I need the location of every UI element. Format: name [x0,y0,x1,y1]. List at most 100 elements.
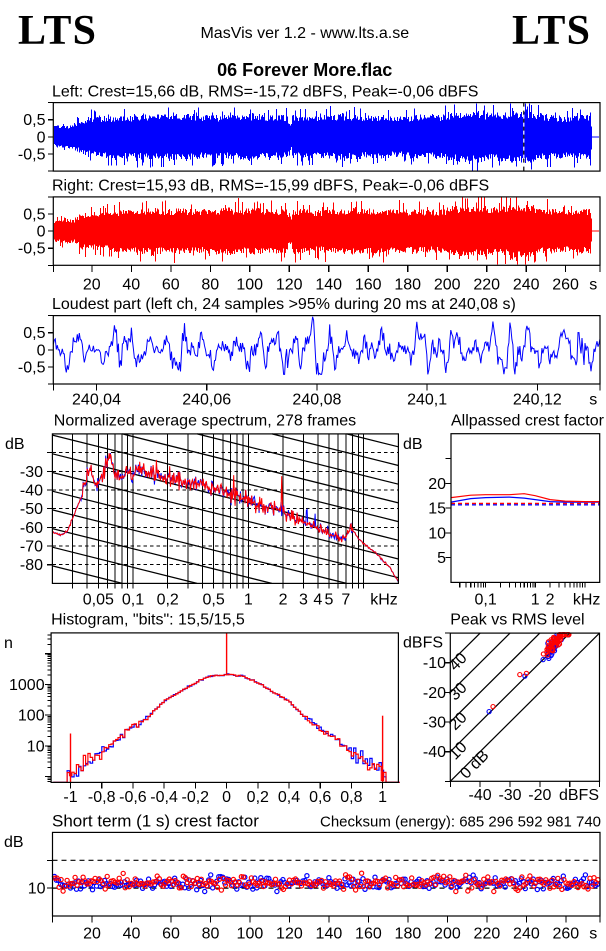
svg-text:Allpassed crest factor: Allpassed crest factor [451,412,605,429]
svg-text:260: 260 [552,276,579,293]
svg-text:0,05: 0,05 [83,591,114,608]
svg-text:120: 120 [276,926,303,943]
svg-text:0: 0 [37,224,46,241]
svg-text:240: 240 [513,276,540,293]
svg-text:1: 1 [244,591,253,608]
svg-text:20: 20 [428,476,446,493]
svg-text:dB: dB [5,436,25,453]
svg-text:-0,5: -0,5 [18,147,46,164]
svg-text:-0,6: -0,6 [119,789,147,806]
svg-text:0,1: 0,1 [122,591,144,608]
svg-text:dB: dB [4,834,24,851]
svg-text:0,5: 0,5 [23,112,45,129]
svg-text:180: 180 [395,926,422,943]
svg-text:200: 200 [434,276,461,293]
svg-text:-60: -60 [20,520,43,537]
svg-text:2: 2 [546,591,555,608]
svg-text:240,1: 240,1 [407,391,447,408]
svg-text:240,08: 240,08 [292,391,341,408]
svg-text:4: 4 [313,591,322,608]
svg-text:260: 260 [552,926,579,943]
svg-text:0,6: 0,6 [309,789,331,806]
svg-text:220: 220 [474,926,501,943]
svg-text:n: n [4,635,13,652]
svg-text:Checksum (energy): 685 296 59: Checksum (energy): 685 296 592 981 740 [320,814,601,831]
svg-text:240,12: 240,12 [513,391,562,408]
svg-text:140: 140 [315,276,342,293]
svg-text:Normalized average spectrum, 2: Normalized average spectrum, 278 frames [54,413,356,430]
svg-text:0,5: 0,5 [202,591,224,608]
svg-text:220: 220 [473,276,500,293]
svg-text:0,2: 0,2 [157,591,179,608]
svg-text:40: 40 [123,926,141,943]
svg-text:100: 100 [237,926,264,943]
svg-text:7: 7 [341,591,350,608]
svg-text:0,4: 0,4 [278,789,300,806]
svg-text:-20: -20 [528,787,551,804]
svg-text:0,2: 0,2 [247,789,269,806]
svg-text:-30: -30 [498,787,521,804]
svg-text:-80: -80 [20,557,43,574]
svg-text:-40: -40 [20,483,43,500]
svg-text:Peak vs RMS level: Peak vs RMS level [450,612,584,629]
svg-text:1: 1 [531,591,540,608]
svg-text:140: 140 [316,926,343,943]
svg-text:-70: -70 [20,539,43,556]
svg-text:3: 3 [299,591,308,608]
svg-text:160: 160 [355,276,382,293]
svg-text:s: s [589,391,597,408]
svg-text:-30: -30 [423,715,446,732]
svg-text:MasVis ver 1.2 - www.lts.a.se: MasVis ver 1.2 - www.lts.a.se [200,25,409,42]
svg-text:-1: -1 [63,789,77,806]
svg-text:0,5: 0,5 [23,325,45,342]
svg-text:20: 20 [83,926,101,943]
svg-text:180: 180 [394,276,421,293]
svg-text:Histogram, "bits": 15,5/15,5: Histogram, "bits": 15,5/15,5 [51,612,245,629]
svg-text:80: 80 [202,926,220,943]
svg-text:0: 0 [37,342,46,359]
svg-text:-0,2: -0,2 [182,789,210,806]
svg-text:0,1: 0,1 [474,591,496,608]
svg-text:0: 0 [222,789,231,806]
svg-text:-20: -20 [423,685,446,702]
svg-text:-0,5: -0,5 [18,359,46,376]
svg-text:60: 60 [162,276,180,293]
svg-text:0,5: 0,5 [23,207,45,224]
svg-text:-0,8: -0,8 [88,789,116,806]
svg-text:60: 60 [162,926,180,943]
svg-text:-40: -40 [423,744,446,761]
svg-text:dB: dB [403,436,423,453]
svg-text:Short term (1 s) crest factor: Short term (1 s) crest factor [52,812,259,831]
svg-text:80: 80 [201,276,219,293]
svg-text:kHz: kHz [573,591,601,608]
svg-text:100: 100 [18,708,45,725]
svg-text:dBFS: dBFS [403,634,443,651]
svg-text:1000: 1000 [9,677,45,694]
svg-text:2: 2 [279,591,288,608]
svg-text:-50: -50 [20,501,43,518]
svg-text:240: 240 [513,926,540,943]
svg-text:-0,4: -0,4 [150,789,178,806]
svg-text:40: 40 [122,276,140,293]
svg-text:Left: Crest=15,66 dB, RMS=-15,: Left: Crest=15,66 dB, RMS=-15,72 dBFS, P… [52,83,478,100]
svg-text:-0,5: -0,5 [18,241,46,258]
svg-text:10: 10 [428,525,446,542]
svg-text:dBFS: dBFS [559,787,599,804]
svg-text:kHz: kHz [370,591,398,608]
svg-text:s: s [589,926,597,943]
svg-text:-40: -40 [469,787,492,804]
svg-text:200: 200 [434,926,461,943]
svg-text:10: 10 [28,881,46,898]
svg-text:Loudest part (left ch, 24 sam: Loudest part (left ch, 24 samples >95% d… [52,296,516,313]
svg-text:-10: -10 [423,655,446,672]
svg-text:10: 10 [27,738,45,755]
svg-text:120: 120 [276,276,303,293]
svg-text:160: 160 [355,926,382,943]
svg-text:LTS: LTS [512,8,591,54]
svg-text:06 Forever More.flac: 06 Forever More.flac [217,60,392,80]
svg-text:LTS: LTS [18,8,97,54]
svg-text:1: 1 [378,789,387,806]
svg-text:Right: Crest=15,93 dB, RMS=-15: Right: Crest=15,93 dB, RMS=-15,99 dBFS, … [52,178,489,195]
svg-text:0,8: 0,8 [340,789,362,806]
svg-text:0: 0 [37,129,46,146]
